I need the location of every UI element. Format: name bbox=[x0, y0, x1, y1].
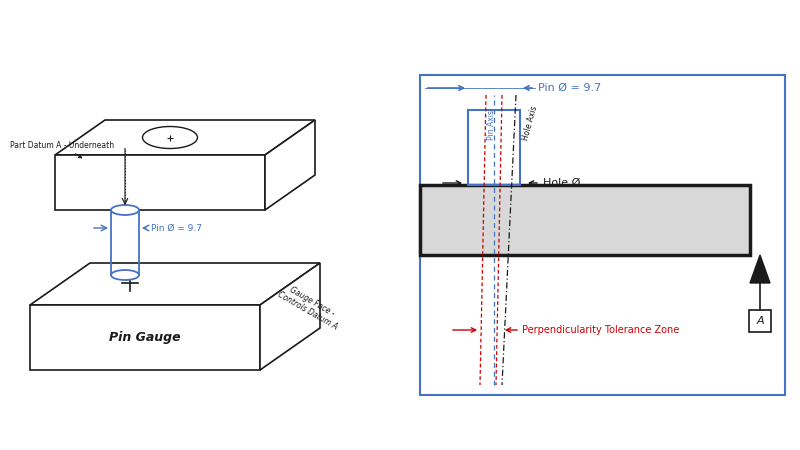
Text: A: A bbox=[756, 316, 764, 326]
Bar bbox=[420, 75, 785, 395]
Text: Pin Gauge: Pin Gauge bbox=[109, 331, 181, 344]
Ellipse shape bbox=[111, 205, 139, 215]
Text: Hole Ø: Hole Ø bbox=[543, 178, 580, 188]
Text: Part Datum A - Underneath: Part Datum A - Underneath bbox=[10, 140, 114, 158]
Polygon shape bbox=[265, 120, 315, 210]
Polygon shape bbox=[55, 155, 265, 210]
Polygon shape bbox=[30, 263, 320, 305]
Ellipse shape bbox=[111, 270, 139, 280]
Text: Gauge Face -
Controls Datum A: Gauge Face - Controls Datum A bbox=[276, 281, 344, 332]
Polygon shape bbox=[260, 263, 320, 370]
Text: Pin Ø = 9.7: Pin Ø = 9.7 bbox=[151, 224, 202, 233]
Bar bbox=[420, 185, 750, 255]
Text: Pin Axis: Pin Axis bbox=[486, 110, 495, 140]
Polygon shape bbox=[750, 255, 770, 283]
Polygon shape bbox=[55, 120, 315, 155]
Text: Hole Axis: Hole Axis bbox=[521, 105, 539, 142]
Bar bbox=[749, 310, 771, 332]
Text: Pin Ø = 9.7: Pin Ø = 9.7 bbox=[538, 83, 602, 93]
Polygon shape bbox=[30, 305, 260, 370]
Text: Perpendicularity Tolerance Zone: Perpendicularity Tolerance Zone bbox=[522, 325, 679, 335]
Bar bbox=[468, 110, 520, 185]
